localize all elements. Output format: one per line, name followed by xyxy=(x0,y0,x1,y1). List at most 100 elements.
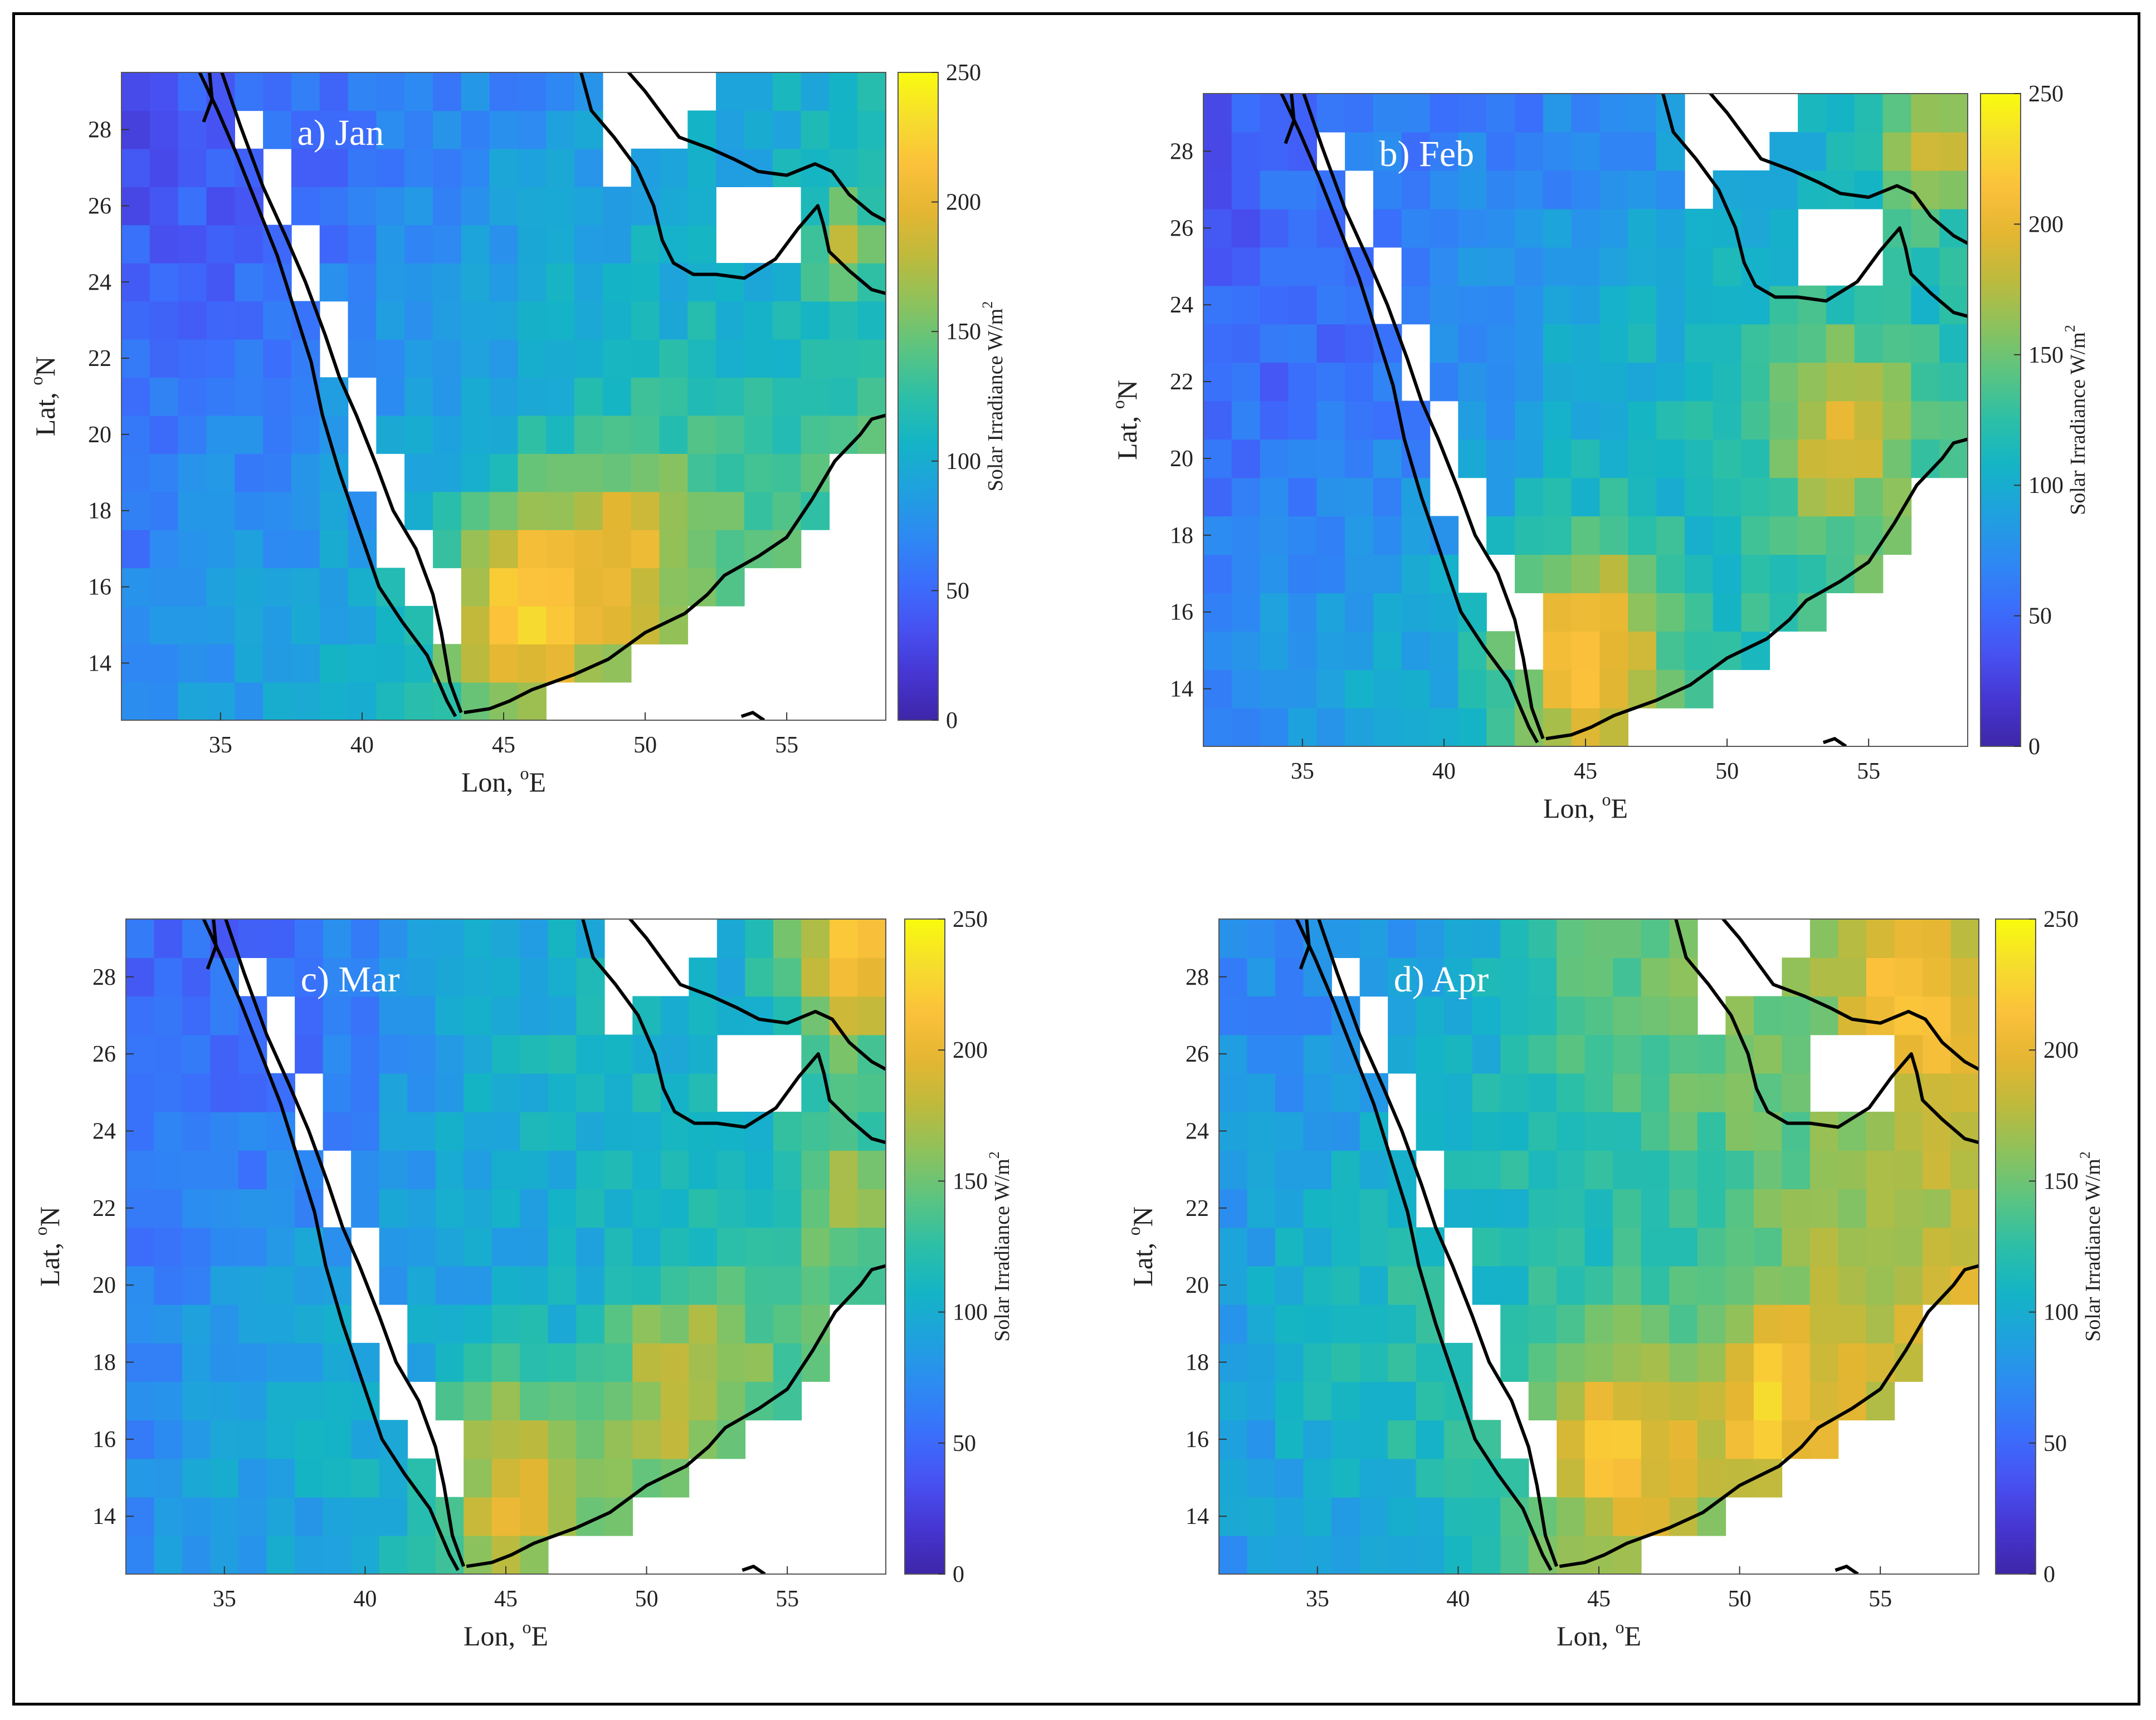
heatmap-cell xyxy=(291,682,320,721)
heatmap-cell xyxy=(1584,1304,1613,1343)
heatmap-cell xyxy=(235,224,264,263)
heatmap-cell xyxy=(520,1497,549,1536)
heatmap-cell xyxy=(1500,1073,1529,1112)
heatmap-cell xyxy=(235,605,264,644)
heatmap-cell xyxy=(295,1535,324,1575)
heatmap-cell xyxy=(687,415,716,454)
heatmap-cell xyxy=(206,377,235,416)
heatmap-cell xyxy=(435,1034,464,1074)
heatmap-cell xyxy=(1769,554,1798,593)
heatmap-cell xyxy=(1599,362,1628,402)
heatmap-cell xyxy=(576,1265,605,1305)
heatmap-cell xyxy=(1557,1227,1586,1267)
heatmap-cell xyxy=(235,453,264,492)
heatmap-cell xyxy=(1557,1381,1586,1421)
heatmap-cell xyxy=(235,491,264,530)
heatmap-cell xyxy=(632,1304,661,1343)
heatmap-cell xyxy=(830,1265,859,1305)
coastline-socotra xyxy=(1835,1565,1859,1574)
heatmap-cell xyxy=(716,1304,746,1343)
heatmap-cell xyxy=(376,415,405,454)
heatmap-cell xyxy=(379,1111,408,1151)
heatmap-cell xyxy=(489,263,519,302)
heatmap-cell xyxy=(348,187,377,226)
heatmap-cell xyxy=(291,491,320,530)
heatmap-cell xyxy=(773,919,802,958)
heatmap-cell xyxy=(266,1189,295,1228)
heatmap-cell xyxy=(206,568,235,607)
heatmap-cell xyxy=(1713,593,1742,632)
heatmap-cell xyxy=(149,110,179,149)
colorbar-tick-label: 50 xyxy=(2043,1431,2067,1457)
heatmap-cell xyxy=(210,1073,239,1112)
heatmap-cell xyxy=(1557,996,1586,1035)
heatmap-cell xyxy=(1500,1265,1529,1305)
heatmap-cell xyxy=(154,1420,183,1459)
heatmap-cell xyxy=(830,996,859,1035)
heatmap-cell xyxy=(1894,957,1923,997)
heatmap-cell xyxy=(1923,919,1952,958)
heatmap-cell xyxy=(1543,477,1572,517)
x-tick-label: 55 xyxy=(775,1586,799,1612)
heatmap-cell xyxy=(1939,439,1968,478)
heatmap-cell xyxy=(744,72,773,111)
heatmap-cell xyxy=(464,1265,492,1305)
heatmap-cell xyxy=(319,148,349,187)
colorbar-tick-label: 100 xyxy=(946,449,981,475)
heatmap-cell xyxy=(1275,1150,1304,1190)
heatmap-cell xyxy=(574,377,603,416)
heatmap-cell xyxy=(574,187,603,226)
heatmap-cell xyxy=(1500,919,1529,958)
heatmap-cell xyxy=(433,491,462,530)
heatmap-cell xyxy=(1599,247,1628,286)
heatmap-cell xyxy=(376,301,405,340)
heatmap-cell xyxy=(1782,1111,1811,1151)
heatmap-cell xyxy=(1231,400,1261,440)
heatmap-cell xyxy=(546,529,575,569)
panel-title: d) Apr xyxy=(1394,959,1489,1000)
heatmap-cell xyxy=(1472,1265,1501,1305)
heatmap-cell xyxy=(520,1304,549,1343)
heatmap-cell xyxy=(1528,957,1557,997)
heatmap-cell xyxy=(660,1304,690,1343)
heatmap-cell xyxy=(1725,1265,1754,1305)
heatmap-cell xyxy=(404,187,433,226)
heatmap-cell xyxy=(801,415,830,454)
y-tick-label: 22 xyxy=(92,1196,116,1221)
heatmap-cell xyxy=(520,957,549,997)
heatmap-cell xyxy=(1231,170,1261,209)
heatmap-cell xyxy=(546,301,575,340)
heatmap-cell xyxy=(154,1150,183,1190)
heatmap-cell xyxy=(546,339,575,378)
x-tick-label: 55 xyxy=(1869,1586,1892,1612)
heatmap-cell xyxy=(178,605,207,644)
coastlines xyxy=(202,919,886,1574)
heatmap-cell xyxy=(1359,1304,1388,1343)
heatmap-cell xyxy=(1713,362,1742,402)
heatmap-cell xyxy=(1316,708,1345,747)
heatmap-cell xyxy=(745,1342,774,1382)
heatmap-cell xyxy=(154,1535,183,1575)
heatmap-cell xyxy=(574,263,603,302)
heatmap-cell xyxy=(379,1458,408,1498)
heatmap-cell xyxy=(210,1034,239,1074)
heatmap-cell xyxy=(461,682,490,721)
heatmap-cell xyxy=(745,1265,774,1305)
heatmap-cell xyxy=(1416,1034,1445,1074)
heatmap-cell xyxy=(266,1342,295,1382)
heatmap-cell xyxy=(716,1150,746,1190)
heatmap-cell xyxy=(1444,1497,1473,1536)
heatmap-cell xyxy=(1725,1111,1754,1151)
heatmap-cell xyxy=(1641,1458,1670,1498)
heatmap-cell xyxy=(1373,708,1402,747)
heatmap-cell xyxy=(1641,957,1670,997)
heatmap-cell xyxy=(1684,439,1714,478)
heatmap-cell xyxy=(489,529,519,569)
coastline-south_coast xyxy=(1545,437,1968,741)
heatmap-cell xyxy=(1275,1420,1304,1459)
x-axis-label: Lon, oE xyxy=(1543,789,1628,824)
heatmap-cell xyxy=(1613,1227,1642,1267)
heatmap-cell xyxy=(1345,554,1374,593)
heatmap-cell xyxy=(631,339,660,378)
heatmap-cell xyxy=(1515,131,1544,171)
